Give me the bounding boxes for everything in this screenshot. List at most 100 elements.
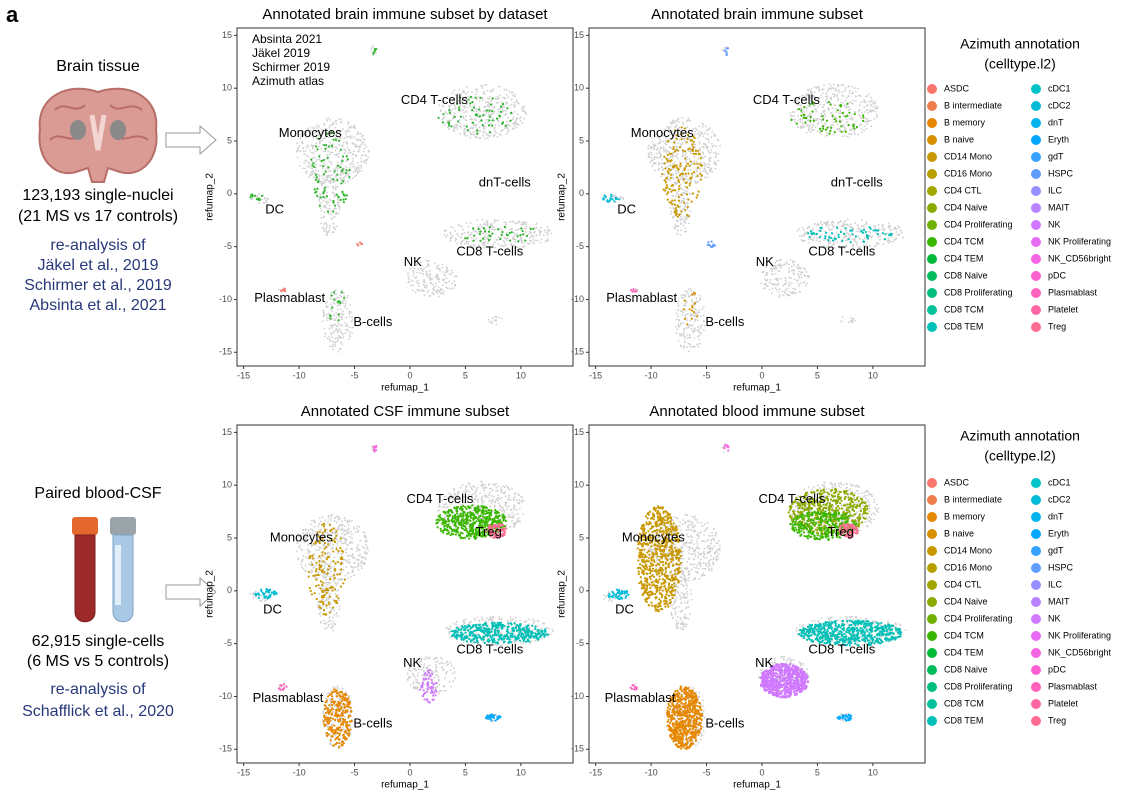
cell-point <box>320 547 322 549</box>
cell-point <box>887 233 889 235</box>
cell-point <box>319 615 321 617</box>
cell-point <box>869 109 871 111</box>
cell-point <box>349 326 351 328</box>
cell-point <box>368 151 370 153</box>
cell-point <box>323 150 325 152</box>
cell-point <box>419 272 421 274</box>
cell-point <box>497 136 499 138</box>
cell-point <box>506 94 508 96</box>
cell-point <box>343 194 345 196</box>
cell-point <box>698 309 700 311</box>
cell-point <box>512 517 514 519</box>
cell-point <box>338 313 340 315</box>
cell-point <box>829 235 831 237</box>
cell-point <box>884 233 886 235</box>
cell-point <box>506 234 508 236</box>
cell-point <box>677 204 679 206</box>
cell-point <box>872 109 874 111</box>
cell-point <box>495 124 497 126</box>
cell-point <box>782 285 784 287</box>
cell-point <box>781 265 783 267</box>
cell-point <box>258 202 260 204</box>
cell-point <box>471 487 473 489</box>
cell-point <box>819 128 821 130</box>
cell-point <box>480 119 482 121</box>
cell-point <box>484 114 486 116</box>
cell-point <box>719 145 721 147</box>
cell-point <box>689 158 691 160</box>
cell-point <box>838 98 840 100</box>
cell-point <box>691 294 693 296</box>
cell-point <box>323 623 325 625</box>
cell-point <box>529 243 531 245</box>
cell-point <box>797 119 799 121</box>
cell-point <box>890 229 892 231</box>
cell-point <box>804 121 806 123</box>
cell-point <box>793 115 795 117</box>
cell-point <box>441 291 443 293</box>
cell-point <box>769 289 771 291</box>
cell-point <box>688 288 690 290</box>
cell-point <box>450 636 452 638</box>
cell-point <box>532 622 534 624</box>
cell-point <box>367 156 369 158</box>
cell-point <box>679 218 681 220</box>
cell-point <box>774 278 776 280</box>
cell-point <box>488 124 490 126</box>
cell-point <box>488 112 490 114</box>
cell-point <box>475 88 477 90</box>
cell-point <box>313 567 315 569</box>
cell-point <box>465 618 467 620</box>
cell-point <box>371 47 373 49</box>
cell-point <box>694 302 696 304</box>
cell-point <box>861 225 863 227</box>
cell-point <box>790 115 792 117</box>
cell-point <box>360 167 362 169</box>
cell-point <box>654 156 656 158</box>
cell-point <box>324 205 326 207</box>
cell-point <box>470 96 472 98</box>
cell-point <box>677 169 679 171</box>
cell-point <box>452 235 454 237</box>
cell-point <box>316 176 318 178</box>
cell-point <box>347 522 349 524</box>
cell-point <box>866 105 868 107</box>
cell-point <box>704 132 706 134</box>
cell-point <box>466 222 468 224</box>
cell-point <box>703 320 705 322</box>
cell-point <box>693 141 695 143</box>
cell-point <box>824 237 826 239</box>
cell-point <box>489 131 491 133</box>
cell-point <box>659 152 661 154</box>
cell-point <box>339 608 341 610</box>
cell-point <box>840 231 842 233</box>
y-tick-label: 10 <box>574 83 584 93</box>
cell-point <box>807 124 809 126</box>
cell-point <box>844 129 846 131</box>
cell-point <box>370 48 372 50</box>
cell-point <box>268 198 270 200</box>
cell-point <box>453 288 455 290</box>
cell-point <box>711 168 713 170</box>
cell-point <box>854 238 856 240</box>
cell-point <box>780 278 782 280</box>
cell-point <box>349 536 351 538</box>
cell-point <box>686 319 688 321</box>
cell-point <box>417 280 419 282</box>
cell-point <box>296 550 298 552</box>
cell-point <box>335 528 337 530</box>
cell-point <box>348 149 350 151</box>
cell-point <box>680 178 682 180</box>
cell-point <box>803 229 805 231</box>
cell-point <box>338 526 340 528</box>
cell-point <box>360 158 362 160</box>
cell-point <box>883 230 885 232</box>
cell-point <box>506 89 508 91</box>
cell-point <box>339 517 341 519</box>
cell-point <box>462 240 464 242</box>
cell-point <box>506 232 508 234</box>
cell-point <box>803 114 805 116</box>
cell-point <box>830 241 832 243</box>
cell-point <box>873 225 875 227</box>
cell-point <box>505 224 507 226</box>
